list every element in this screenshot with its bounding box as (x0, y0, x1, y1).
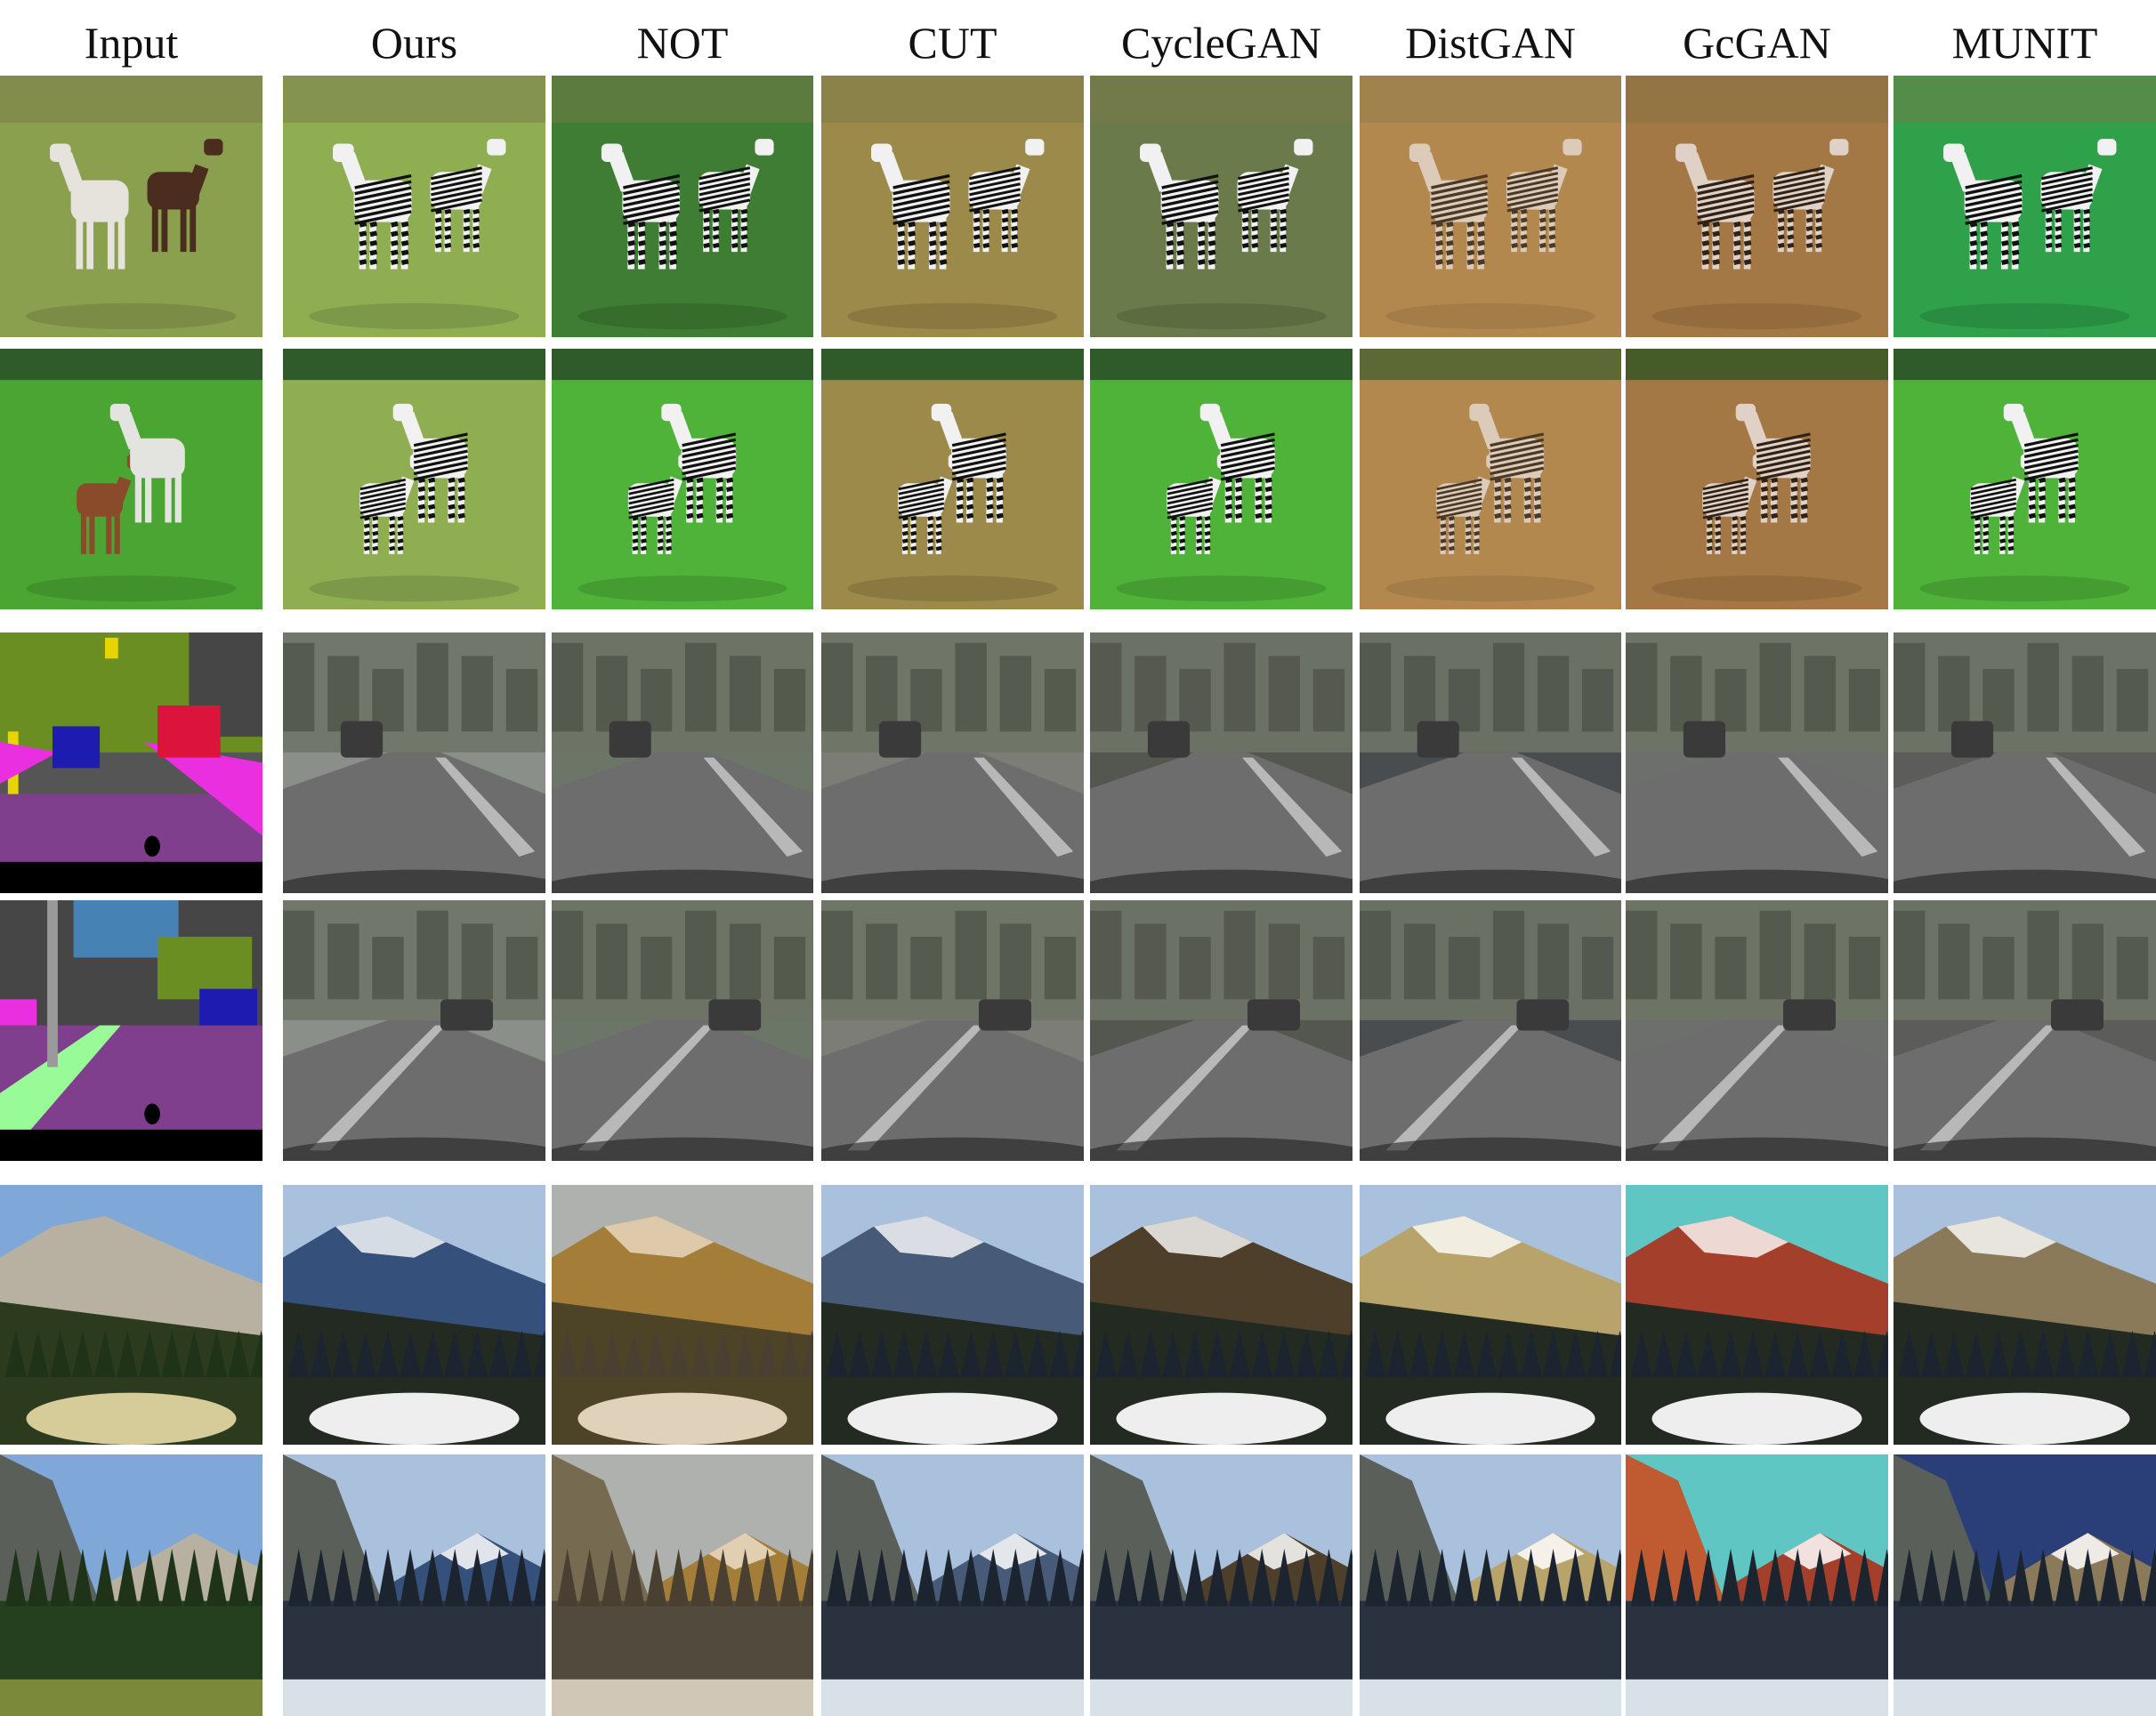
image-mountain-2-distgan (1360, 1454, 1621, 1716)
image-street-seg-2-munit (1894, 900, 2156, 1161)
image-horse-pair-grazing-not (552, 76, 813, 337)
header-cut: CUT (908, 18, 997, 68)
image-street-seg-2-distgan (1360, 900, 1621, 1161)
image-street-seg-2-ours (283, 900, 545, 1161)
image-street-seg-2-input (0, 900, 262, 1161)
image-horse-pair-field-ours (283, 349, 545, 609)
image-mountain-2-cyclegan (1090, 1454, 1353, 1716)
image-horse-pair-field-input (0, 349, 262, 609)
image-mountain-1-munit (1894, 1185, 2156, 1445)
image-street-seg-1-input (0, 632, 262, 893)
image-street-seg-2-cut (821, 900, 1084, 1161)
header-gcgan: GcGAN (1683, 18, 1831, 68)
header-ours: Ours (370, 18, 458, 68)
image-street-seg-1-cyclegan (1090, 632, 1353, 893)
image-horse-pair-field-munit (1894, 349, 2156, 609)
image-horse-pair-field-gcgan (1626, 349, 1888, 609)
image-mountain-1-gcgan (1626, 1185, 1888, 1445)
image-horse-pair-field-not (552, 349, 813, 609)
image-mountain-2-gcgan (1626, 1454, 1888, 1716)
header-not: NOT (636, 18, 729, 68)
image-street-seg-1-ours (283, 632, 545, 893)
image-horse-pair-grazing-input (0, 76, 262, 337)
image-street-seg-1-gcgan (1626, 632, 1888, 893)
image-horse-pair-field-cut (821, 349, 1084, 609)
image-horse-pair-grazing-gcgan (1626, 76, 1888, 337)
header-input: Input (84, 18, 179, 68)
image-horse-pair-grazing-ours (283, 76, 545, 337)
image-mountain-1-cut (821, 1185, 1084, 1445)
image-horse-pair-field-cyclegan (1090, 349, 1353, 609)
image-street-seg-2-cyclegan (1090, 900, 1353, 1161)
image-horse-pair-grazing-cut (821, 76, 1084, 337)
image-mountain-1-distgan (1360, 1185, 1621, 1445)
image-street-seg-1-munit (1894, 632, 2156, 893)
image-horse-pair-grazing-cyclegan (1090, 76, 1353, 337)
header-distgan: DistGAN (1405, 18, 1576, 68)
image-mountain-2-munit (1894, 1454, 2156, 1716)
image-street-seg-1-not (552, 632, 813, 893)
image-street-seg-1-cut (821, 632, 1084, 893)
image-street-seg-1-distgan (1360, 632, 1621, 893)
header-munit: MUNIT (1951, 18, 2098, 68)
image-mountain-2-not (552, 1454, 813, 1716)
image-horse-pair-grazing-munit (1894, 76, 2156, 337)
header-cyclegan: CycleGAN (1121, 18, 1321, 68)
image-horse-pair-field-distgan (1360, 349, 1621, 609)
image-mountain-2-cut (821, 1454, 1084, 1716)
image-street-seg-2-gcgan (1626, 900, 1888, 1161)
image-mountain-1-not (552, 1185, 813, 1445)
image-mountain-1-input (0, 1185, 262, 1445)
image-horse-pair-grazing-distgan (1360, 76, 1621, 337)
image-mountain-1-cyclegan (1090, 1185, 1353, 1445)
image-mountain-1-ours (283, 1185, 545, 1445)
image-mountain-2-ours (283, 1454, 545, 1716)
image-street-seg-2-not (552, 900, 813, 1161)
image-mountain-2-input (0, 1454, 262, 1716)
